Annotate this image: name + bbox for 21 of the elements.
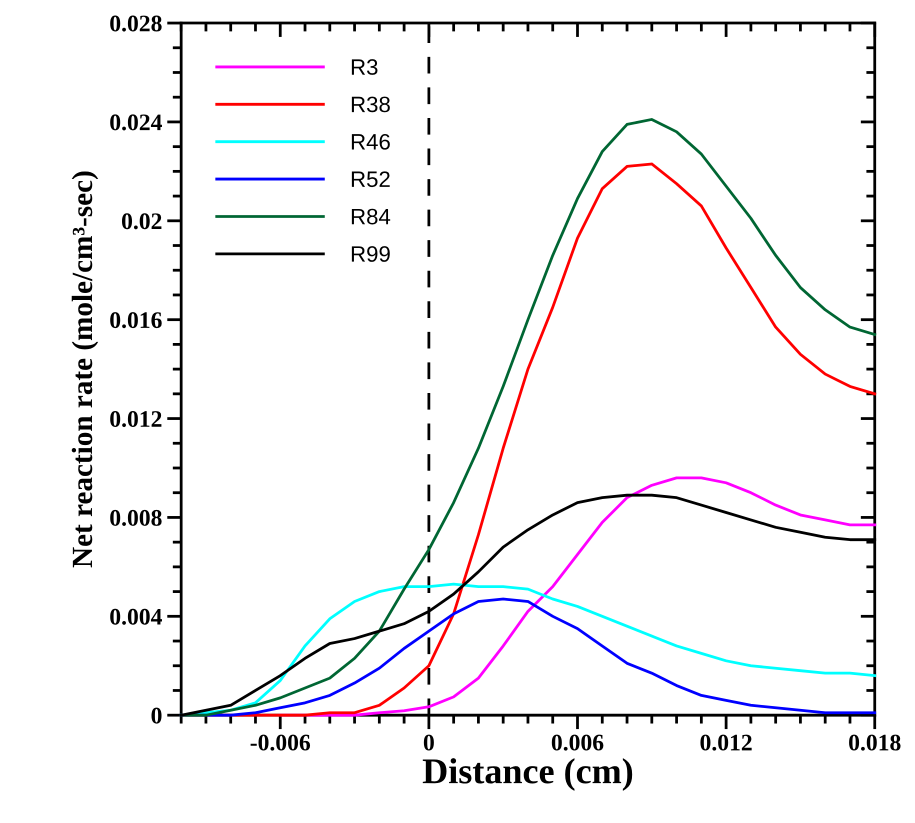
y-tick-label: 0.028 bbox=[110, 16, 162, 32]
y-tick-label: 0.02 bbox=[122, 213, 162, 230]
x-axis-title: Distance (cm) bbox=[422, 758, 632, 791]
x-tick-label: 0 bbox=[424, 734, 434, 751]
y-axis-title: Net reaction rate (mole/cm³-sec) bbox=[72, 172, 98, 568]
y-tick-label: 0.024 bbox=[110, 114, 162, 130]
legend-label: R46 bbox=[352, 134, 390, 150]
x-tick-label: 0.012 bbox=[700, 734, 752, 751]
x-tick-label: -0.006 bbox=[250, 734, 310, 751]
y-tick-label: 0.012 bbox=[110, 411, 162, 428]
legend-label: R84 bbox=[352, 208, 390, 224]
y-tick-label: 0 bbox=[152, 708, 162, 724]
x-tick-label: 0.006 bbox=[552, 734, 604, 751]
y-tick-label: 0.008 bbox=[110, 510, 162, 526]
y-tick-label: 0.004 bbox=[110, 608, 162, 625]
legend-label: R38 bbox=[352, 96, 390, 112]
legend-label: R52 bbox=[352, 171, 390, 188]
y-tick-label: 0.016 bbox=[110, 312, 162, 328]
x-tick-label: 0.018 bbox=[849, 734, 901, 751]
legend-label: R3 bbox=[352, 59, 378, 75]
legend-label: R99 bbox=[352, 246, 390, 262]
